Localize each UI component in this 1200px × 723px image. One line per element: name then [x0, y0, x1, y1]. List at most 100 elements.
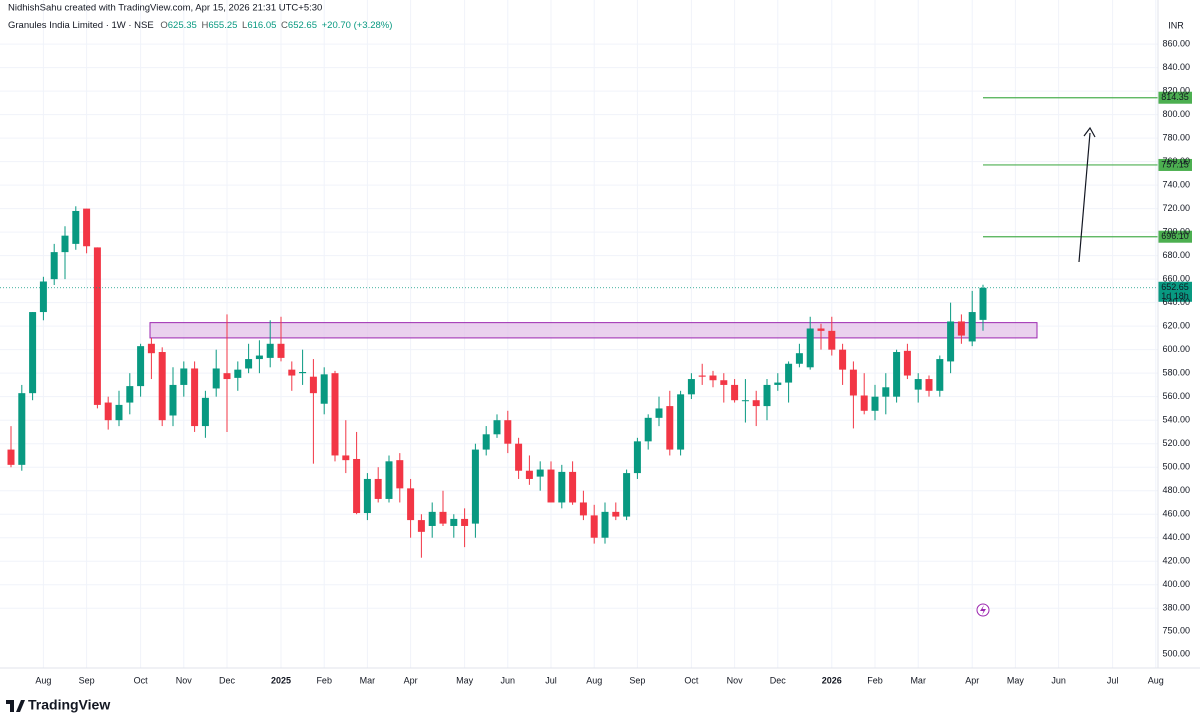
candle-body	[666, 406, 674, 450]
candle-body	[115, 404, 123, 421]
candle-body	[407, 488, 415, 521]
x-tick-label: Sep	[629, 675, 645, 685]
candles	[7, 206, 987, 558]
candle-body	[450, 518, 458, 526]
x-tick-label: May	[1007, 675, 1025, 685]
candle-body	[655, 408, 663, 418]
last-price-label: 652.65	[1161, 282, 1189, 292]
low-label: L	[242, 20, 247, 31]
candle-body	[29, 312, 37, 394]
candle-body	[817, 328, 825, 331]
candle-body	[299, 372, 307, 374]
candle-body	[158, 352, 166, 421]
candle-body	[839, 349, 847, 370]
candle-body	[428, 511, 436, 526]
change: +20.70 (+3.28%)	[322, 20, 393, 31]
candle-body	[677, 394, 685, 450]
candle-body	[806, 328, 814, 368]
candle-body	[374, 478, 382, 499]
open-label: O	[160, 20, 167, 31]
y-tick-label: 460.00	[1162, 509, 1190, 519]
y-tick-label: 380.00	[1162, 603, 1190, 613]
candle-body	[936, 359, 944, 391]
candle-body	[698, 375, 706, 377]
candle-body	[212, 368, 220, 389]
candle-body	[7, 449, 15, 465]
zone-layer	[149, 322, 1038, 339]
candle-body	[547, 469, 555, 503]
candle-body	[893, 352, 901, 397]
countdown-label: 1d 18h	[1161, 291, 1189, 301]
x-tick-label: Apr	[404, 675, 418, 685]
candle-body	[320, 374, 328, 404]
x-tick-label: 2025	[271, 675, 291, 685]
x-tick-label: Jun	[501, 675, 516, 685]
x-tick-label: Sep	[79, 675, 95, 685]
candle-body	[396, 460, 404, 489]
high-value: 655.25	[208, 20, 237, 31]
candle-body	[601, 511, 609, 538]
candle-body	[741, 400, 749, 402]
candle-body	[461, 518, 469, 526]
candle-body	[590, 515, 598, 538]
candle-body	[126, 386, 134, 403]
candle-body	[39, 281, 47, 313]
candle-body	[860, 395, 868, 411]
y-tick-label: 500.00	[1162, 462, 1190, 472]
candle-body	[687, 379, 695, 395]
x-tick-label: Apr	[965, 675, 979, 685]
x-tick-label: Jul	[545, 675, 557, 685]
low-value: 616.05	[247, 20, 276, 31]
x-tick-label: Aug	[586, 675, 602, 685]
y-tick-label: 700.00	[1162, 227, 1190, 237]
candle-body	[709, 375, 717, 381]
y-tick-label: 440.00	[1162, 532, 1190, 542]
y-tick-label: 680.00	[1162, 250, 1190, 260]
candle-body	[569, 471, 577, 503]
candle-body	[266, 343, 274, 358]
candle-body	[623, 473, 631, 517]
y-tick-label: 780.00	[1162, 132, 1190, 142]
x-tick-label: Jun	[1051, 675, 1066, 685]
candle-body	[342, 455, 350, 461]
candle-body	[903, 350, 911, 376]
lower-tick-label: 500.00	[1162, 648, 1190, 658]
candle-body	[882, 387, 890, 397]
candle-body	[785, 363, 793, 383]
y-tick-label: 800.00	[1162, 109, 1190, 119]
x-tick-label: Feb	[316, 675, 332, 685]
candle-body	[61, 235, 69, 253]
candle-body	[137, 346, 145, 387]
y-tick-label: 400.00	[1162, 579, 1190, 589]
symbol: Granules India Limited · 1W · NSE	[8, 20, 154, 31]
x-tick-label: Mar	[910, 675, 926, 685]
candle-body	[331, 373, 339, 456]
x-tick-label: Oct	[684, 675, 699, 685]
brand: TradingView	[28, 697, 110, 713]
lower-tick-label: 750.00	[1162, 625, 1190, 635]
x-tick-label: May	[456, 675, 474, 685]
candle-body	[83, 208, 91, 247]
candle-body	[515, 443, 523, 471]
x-tick-label: Nov	[176, 675, 193, 685]
candle-body	[849, 369, 857, 396]
candle-body	[633, 441, 641, 474]
candle-body	[579, 502, 587, 516]
candle-body	[536, 469, 544, 477]
logo-icon	[6, 700, 25, 712]
level-tag	[1158, 230, 1192, 243]
candle-body	[482, 434, 490, 450]
candle-body	[525, 470, 533, 479]
event-bolt	[980, 605, 986, 615]
candle-body	[914, 379, 922, 390]
currency: INR	[1168, 20, 1184, 30]
candle-body	[245, 359, 253, 369]
candle-body	[277, 343, 285, 358]
y-tick-label: 580.00	[1162, 368, 1190, 378]
candle-body	[828, 330, 836, 350]
y-tick-label: 760.00	[1162, 156, 1190, 166]
candle-body	[731, 384, 739, 401]
x-tick-label: Jul	[1107, 675, 1119, 685]
